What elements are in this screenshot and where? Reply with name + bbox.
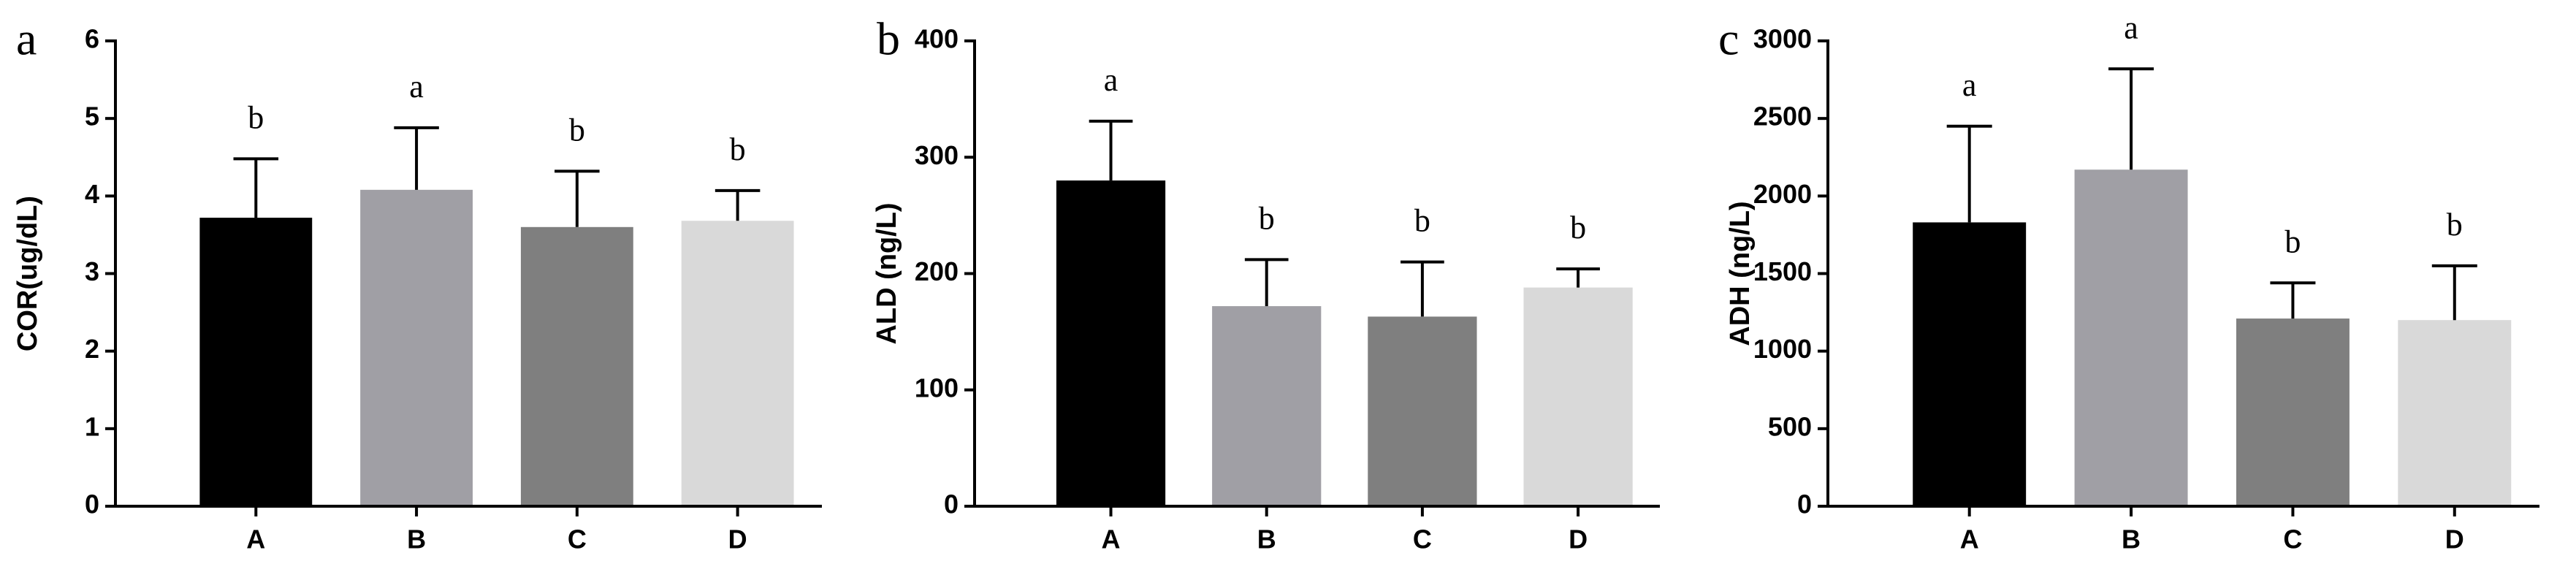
x-tick-label: D bbox=[728, 524, 747, 554]
x-tick-label: A bbox=[1102, 524, 1121, 554]
x-tick-label: C bbox=[2283, 524, 2302, 554]
x-tick-label: B bbox=[407, 524, 426, 554]
y-axis-label: COR(ug/dL) bbox=[12, 196, 43, 351]
error-bar bbox=[2431, 264, 2477, 321]
x-tick-label: A bbox=[1960, 524, 1979, 554]
x-tick-label: C bbox=[1413, 524, 1432, 554]
significance-letter: b bbox=[1414, 203, 1430, 239]
y-axis-label: ADH (ng/L) bbox=[1725, 201, 1756, 346]
y-tick-label: 300 bbox=[915, 140, 959, 170]
bar bbox=[2398, 320, 2512, 506]
y-tick-label: 2000 bbox=[1753, 179, 1812, 209]
panel-label: a bbox=[16, 13, 37, 65]
x-tick-label: B bbox=[2122, 524, 2141, 554]
y-tick-label: 6 bbox=[85, 24, 99, 54]
significance-letter: b bbox=[1570, 210, 1586, 245]
y-tick-label: 5 bbox=[85, 102, 99, 131]
y-tick-label: 0 bbox=[944, 489, 959, 519]
chart-panel: a COR(ug/dL) 0 1 2 3 4 5 6 b Aa Bb Cb D bbox=[12, 13, 822, 554]
bar bbox=[1212, 306, 1322, 506]
bar bbox=[681, 221, 794, 506]
error-bar bbox=[2270, 281, 2316, 319]
x-tick-label: D bbox=[1569, 524, 1588, 554]
error-bar bbox=[1401, 260, 1444, 317]
axes bbox=[114, 39, 822, 508]
y-tick-label: 500 bbox=[1768, 411, 1812, 441]
significance-letter: a bbox=[1104, 62, 1119, 98]
chart-panel: c ADH (ng/L) 0 500 1000 1500 2000 2500 3000 a Aa Bb… bbox=[1718, 9, 2539, 554]
error-bar bbox=[394, 126, 439, 190]
y-tick-label: 200 bbox=[915, 256, 959, 286]
significance-letter: b bbox=[2285, 224, 2301, 259]
error-bar bbox=[1946, 124, 1992, 223]
y-tick-label: 100 bbox=[915, 373, 959, 402]
y-tick-label: 3000 bbox=[1753, 24, 1812, 54]
significance-letter: b bbox=[248, 99, 264, 135]
x-tick-label: D bbox=[2445, 524, 2464, 554]
axes bbox=[973, 39, 1660, 508]
bar bbox=[199, 218, 313, 506]
y-tick-label: 2500 bbox=[1753, 102, 1812, 131]
significance-letter: a bbox=[2124, 9, 2138, 45]
x-tick-label: A bbox=[246, 524, 265, 554]
bar bbox=[1523, 287, 1633, 506]
y-tick-label: 0 bbox=[1797, 489, 1812, 519]
x-tick-label: C bbox=[568, 524, 587, 554]
panel-label: b bbox=[877, 13, 900, 65]
error-bar bbox=[1089, 119, 1133, 181]
y-tick-label: 4 bbox=[85, 179, 99, 209]
chart-panel: b ALD (ng/L) 0 100 200 300 400 a Ab Bb Cb D bbox=[872, 13, 1660, 554]
y-tick-label: 1000 bbox=[1753, 334, 1812, 364]
y-tick-label: 1500 bbox=[1753, 256, 1812, 286]
error-bar bbox=[715, 188, 761, 221]
y-axis-label: ALD (ng/L) bbox=[872, 202, 902, 344]
panel-label: c bbox=[1718, 13, 1739, 65]
x-tick-label: B bbox=[1257, 524, 1276, 554]
y-tick-label: 400 bbox=[915, 24, 959, 54]
axes bbox=[1826, 39, 2539, 508]
error-bar bbox=[555, 169, 600, 227]
y-tick-label: 2 bbox=[85, 334, 99, 364]
bar bbox=[1368, 316, 1477, 506]
bar bbox=[1913, 222, 2027, 506]
significance-letter: b bbox=[569, 112, 585, 148]
significance-letter: a bbox=[409, 69, 424, 104]
significance-letter: b bbox=[730, 131, 746, 167]
significance-letter: b bbox=[1259, 200, 1275, 236]
error-bar bbox=[2108, 67, 2154, 170]
bar bbox=[1056, 180, 1166, 506]
significance-letter: b bbox=[2447, 207, 2463, 243]
bar bbox=[2236, 318, 2350, 506]
bar bbox=[360, 189, 473, 506]
y-tick-label: 0 bbox=[85, 489, 99, 519]
significance-letter: a bbox=[1962, 67, 1977, 103]
y-tick-label: 3 bbox=[85, 256, 99, 286]
error-bar bbox=[233, 157, 279, 218]
error-bar bbox=[1556, 267, 1600, 288]
error-bar bbox=[1244, 258, 1289, 307]
bar bbox=[520, 226, 633, 506]
bar bbox=[2074, 169, 2188, 506]
y-tick-label: 1 bbox=[85, 411, 99, 441]
